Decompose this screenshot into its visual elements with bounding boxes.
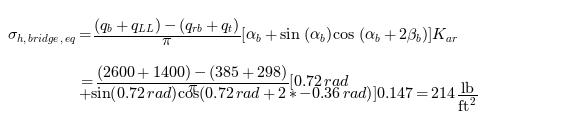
Text: $+ \sin(0.72\,rad)\cos(0.72\,rad + 2*{-0.36\,rad})]0.147 = 214\,\dfrac{\mathrm{l: $+ \sin(0.72\,rad)\cos(0.72\,rad + 2*{-0… bbox=[78, 79, 477, 114]
Text: $= \dfrac{(2600 + 1400) - (385 + 298)}{\pi}[0.72\,rad$: $= \dfrac{(2600 + 1400) - (385 + 298)}{\… bbox=[78, 63, 350, 95]
Text: $\sigma_{h,bridge\,,eq} = \dfrac{(q_b + q_{LL}) - (q_{rb} + q_t)}{\pi}[\alpha_b : $\sigma_{h,bridge\,,eq} = \dfrac{(q_b + … bbox=[7, 16, 458, 48]
